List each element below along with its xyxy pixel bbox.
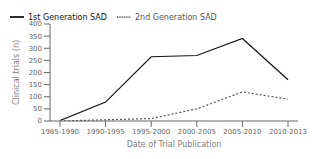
svg-text:300: 300 [29,45,42,53]
html-text:1st Generation SAD: 1st Generation SAD [28,12,107,22]
svg-text:350: 350 [29,33,42,41]
svg-text:100: 100 [29,93,42,101]
svg-text:Date of Trial Publication: Date of Trial Publication [127,140,222,149]
svg-text:1990-1995: 1990-1995 [87,128,125,136]
svg-text:1995-2000: 1995-2000 [132,128,170,136]
svg-text:1985-1990: 1985-1990 [41,128,79,136]
svg-text:200: 200 [29,69,42,77]
svg-text:2005-2010: 2005-2010 [223,128,261,136]
svg-text:0: 0 [38,117,42,125]
html-text:2nd Generation SAD: 2nd Generation SAD [135,12,217,22]
svg-text:50: 50 [33,105,42,113]
svg-text:150: 150 [29,81,42,89]
svg-text:2000-2005: 2000-2005 [178,128,216,136]
svg-text:Clinical trials (n): Clinical trials (n) [12,40,21,105]
svg-text:2010-2013: 2010-2013 [269,128,307,136]
svg-text:400: 400 [29,20,42,28]
svg-text:250: 250 [29,57,42,65]
